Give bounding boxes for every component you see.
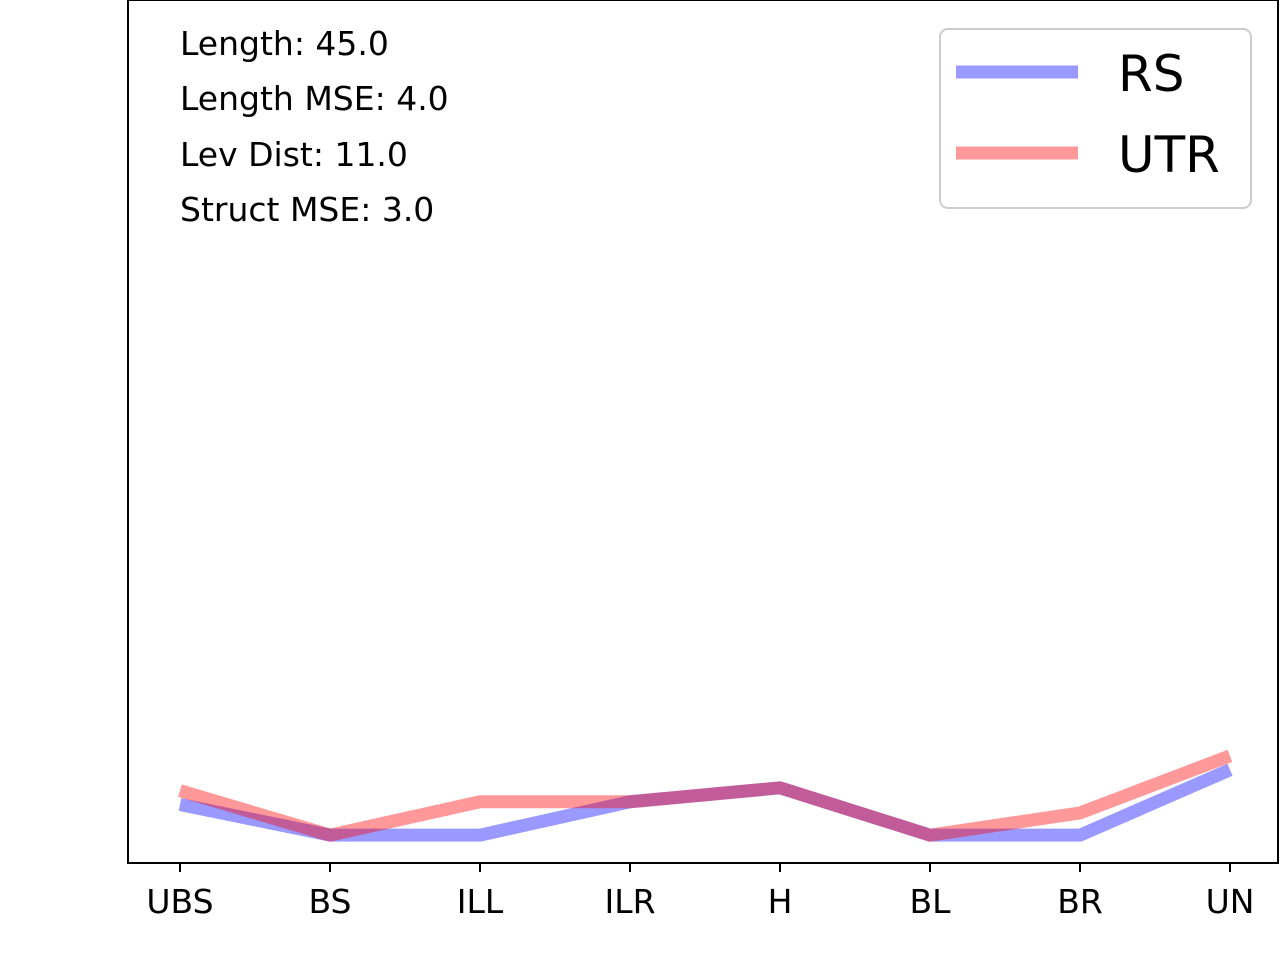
annotation-length-mse: Length MSE: 4.0	[180, 79, 449, 118]
plot-area	[127, 0, 1279, 864]
stats-annotations: Length: 45.0 Length MSE: 4.0 Lev Dist: 1…	[180, 24, 449, 229]
series-layer	[178, 749, 1233, 842]
legend-label-rs: RS	[1118, 45, 1184, 103]
x-tick-label-bs: BS	[308, 882, 351, 921]
x-tick-label-ilr: ILR	[604, 882, 655, 921]
annotation-lev-dist: Lev Dist: 11.0	[180, 135, 408, 174]
legend-frame	[939, 28, 1252, 209]
series-line-rs	[178, 763, 1233, 842]
x-tick-label-br: BR	[1057, 882, 1103, 921]
annotation-length: Length: 45.0	[180, 24, 389, 63]
x-tick-label-h: H	[768, 882, 793, 921]
x-tick-label-ubs: UBS	[146, 882, 213, 921]
legend-label-utr: UTR	[1118, 126, 1220, 184]
legend: RS UTR	[939, 28, 1252, 209]
x-axis: UBS BS ILL ILR H BL BR UN	[146, 863, 1254, 921]
x-tick-label-ill: ILL	[457, 882, 504, 921]
plot-frame	[127, 0, 1279, 864]
annotation-struct-mse: Struct MSE: 3.0	[180, 190, 434, 229]
x-tick-label-un: UN	[1206, 882, 1255, 921]
x-tick-label-bl: BL	[909, 882, 951, 921]
series-line-utr	[178, 749, 1233, 842]
